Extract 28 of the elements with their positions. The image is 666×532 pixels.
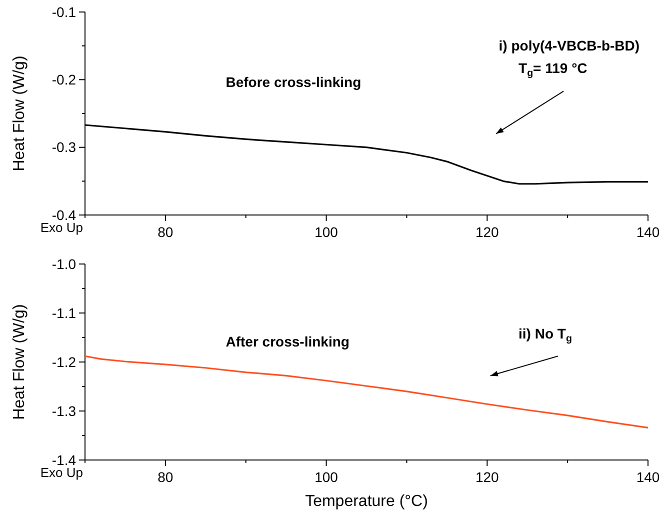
x-tick-label: 120	[475, 469, 500, 485]
y-axis-title: Heat Flow (W/g)	[11, 304, 28, 420]
line-series	[84, 355, 649, 428]
y-tick-label: -0.4	[52, 206, 76, 223]
text: Exo Up	[40, 465, 83, 480]
y-tick-label: -1.1	[52, 304, 76, 321]
annotation: T$_{g}$= 119 °C	[518, 60, 588, 79]
y-axis-title: Heat Flow (W/g)	[11, 56, 28, 172]
y-tick-label: -1.0	[52, 256, 76, 272]
x-tick-label: 80	[158, 224, 174, 240]
x-tick-label: 100	[314, 224, 338, 240]
y-tick-label: -0.1	[52, 4, 76, 20]
y-tick-label: -1.2	[52, 354, 76, 370]
annotation: i) poly(4-VBCB-b-BD)	[498, 38, 640, 54]
x-axis-title: Temperature (°C)	[305, 493, 428, 510]
y-tick-label: -0.3	[52, 139, 76, 156]
y-tick-label: -1.4	[52, 452, 76, 468]
annotation: Before cross-linking	[226, 74, 362, 90]
y-tick-label: -0.2	[52, 72, 76, 88]
y-tick-label: -1.3	[52, 402, 76, 419]
text: Exo Up	[40, 220, 83, 235]
x-tick-label: 140	[636, 224, 660, 240]
x-tick-label: 120	[475, 224, 500, 240]
x-tick-label: 140	[636, 469, 660, 485]
x-tick-label: 100	[314, 469, 338, 485]
annotation: ii) No T$_{g}$	[518, 325, 572, 344]
x-tick-label: 80	[158, 469, 174, 485]
annotation: After cross-linking	[226, 333, 350, 350]
